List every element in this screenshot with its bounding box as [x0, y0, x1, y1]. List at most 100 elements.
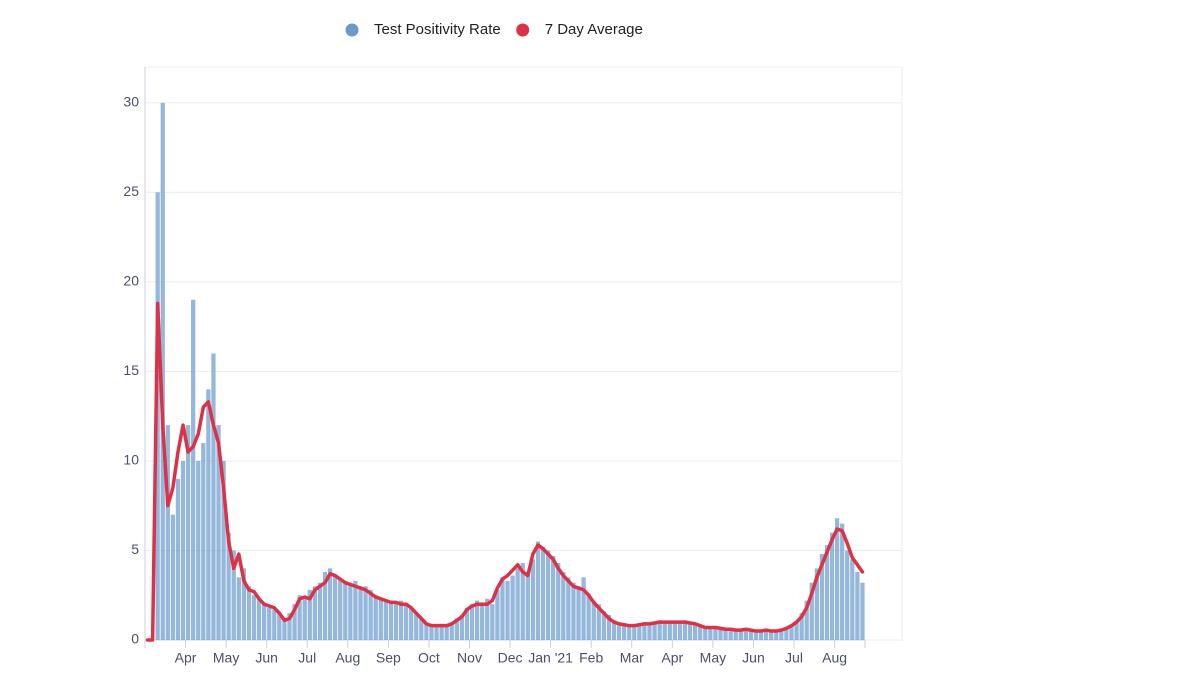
bar	[368, 589, 373, 640]
bar	[794, 622, 799, 640]
bar	[251, 595, 257, 640]
bar	[809, 582, 814, 640]
bar	[434, 625, 439, 640]
bar	[343, 580, 348, 640]
bar	[647, 623, 652, 640]
bar	[241, 568, 247, 640]
bar	[789, 625, 794, 640]
bar	[439, 623, 444, 640]
bar	[165, 425, 170, 640]
bar	[611, 620, 617, 640]
bar	[708, 627, 713, 640]
bar	[216, 425, 221, 640]
bar	[211, 353, 216, 640]
bar	[480, 602, 485, 640]
bar	[657, 620, 662, 640]
x-tick-label: Aug	[822, 650, 847, 666]
bar	[327, 568, 333, 640]
x-tick-label: Oct	[418, 650, 440, 666]
bar	[510, 575, 515, 640]
bar	[454, 618, 459, 640]
bar	[779, 629, 784, 640]
bar	[338, 579, 343, 640]
bar	[469, 604, 475, 640]
bar	[581, 577, 586, 640]
bar	[383, 600, 388, 640]
bar	[855, 571, 860, 640]
bar	[515, 568, 520, 640]
x-tick-label: Aug	[335, 650, 360, 666]
bar	[627, 625, 632, 640]
legend-marker	[345, 23, 359, 37]
bar	[444, 625, 449, 640]
legend: Test Positivity Rate 7 Day Average	[345, 21, 643, 38]
bar	[723, 629, 728, 640]
bar	[485, 598, 490, 640]
bar	[632, 623, 637, 640]
x-tick-label: May	[700, 650, 726, 666]
bar	[566, 577, 571, 640]
bar	[520, 563, 525, 640]
bar	[819, 554, 825, 640]
bar	[307, 589, 312, 640]
y-tick-label: 10	[123, 452, 139, 468]
bar	[317, 582, 323, 640]
bar	[840, 523, 845, 640]
bar	[677, 622, 683, 640]
bar	[474, 600, 480, 640]
bar	[312, 586, 317, 640]
bar	[277, 613, 282, 640]
bar	[738, 629, 743, 640]
x-tick-label: Jul	[785, 650, 803, 666]
bar	[834, 518, 840, 640]
bar	[561, 571, 566, 640]
legend-label: 7 Day Average	[545, 21, 643, 38]
bar	[850, 559, 855, 640]
bar	[814, 568, 819, 640]
bar	[175, 478, 181, 640]
bar	[530, 559, 536, 640]
x-tick-label: Apr	[661, 650, 683, 666]
bar	[540, 546, 546, 640]
x-tick-label: Feb	[579, 650, 603, 666]
bar	[672, 622, 677, 640]
bar	[535, 541, 541, 640]
legend-label: Test Positivity Rate	[374, 21, 501, 38]
bar	[333, 575, 338, 640]
bar	[606, 614, 612, 640]
bar	[601, 611, 607, 640]
bar	[348, 582, 353, 640]
bar	[282, 618, 287, 640]
bar	[687, 622, 693, 640]
bar	[829, 532, 835, 640]
bar	[774, 631, 779, 640]
bar	[652, 622, 657, 640]
bar	[464, 607, 470, 640]
bar	[272, 609, 277, 640]
x-tick-label: Jun	[742, 650, 765, 666]
bar	[586, 593, 591, 640]
average-line	[145, 301, 865, 642]
bar	[753, 631, 759, 640]
x-tick-label: Sep	[376, 650, 401, 666]
bar	[860, 582, 865, 640]
bar	[322, 571, 328, 640]
bar	[758, 631, 764, 640]
bar	[419, 618, 424, 640]
x-tick-label: Jun	[255, 650, 278, 666]
bar	[743, 629, 748, 640]
x-tick-label: Mar	[620, 650, 644, 666]
y-tick-label: 15	[123, 362, 139, 378]
bar	[267, 607, 272, 640]
bar	[591, 600, 596, 640]
bar	[297, 595, 302, 640]
y-tick-label: 25	[123, 183, 139, 199]
bar	[262, 604, 267, 640]
bar	[596, 604, 601, 640]
bar	[353, 580, 358, 640]
bar	[495, 589, 500, 640]
y-tick-label: 5	[131, 541, 139, 557]
bar	[576, 586, 581, 640]
bar	[799, 613, 804, 640]
x-tick-label: Apr	[175, 650, 197, 666]
